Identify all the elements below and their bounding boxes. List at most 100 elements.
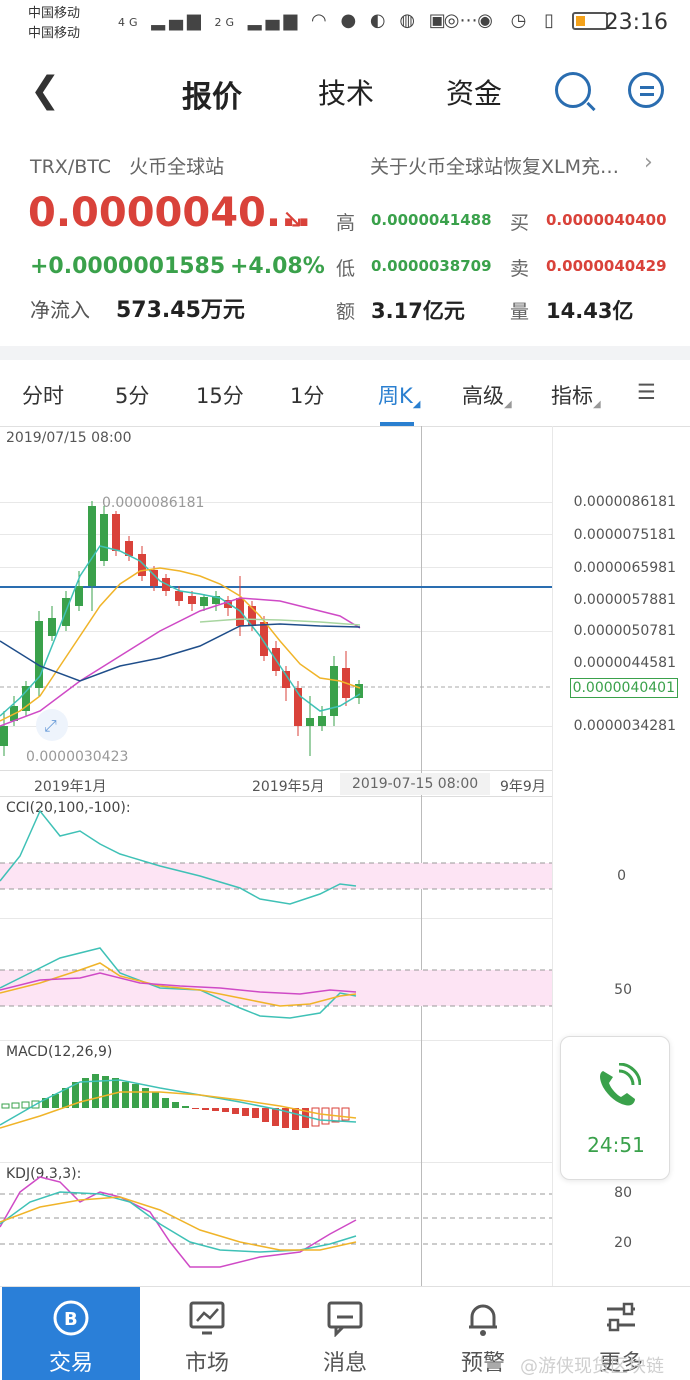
sell-value: 0.0000040429: [546, 257, 667, 275]
crosshair-x-label: 2019-07-15 08:00: [340, 773, 491, 795]
kdj-title: KDJ(9,3,3):: [6, 1166, 82, 1182]
candle: [294, 688, 302, 726]
period-tab[interactable]: 分时: [22, 384, 64, 408]
net-inflow-label: 净流入: [30, 298, 90, 322]
net-inflow-value: 573.45万元: [116, 298, 245, 323]
candle: [200, 597, 208, 606]
period-tab-weekly[interactable]: 周K◢: [378, 384, 421, 410]
macd-bar: [142, 1088, 149, 1108]
high-annotation: 0.0000086181: [102, 495, 205, 511]
x-axis-label: 2019年1月: [34, 779, 107, 795]
y-axis-label: 0.0000086181: [573, 494, 676, 510]
change-pct: +4.08%: [230, 254, 325, 279]
kline-chart[interactable]: ⤢: [0, 426, 552, 1286]
y-axis-label: 0.0000065981: [573, 560, 676, 576]
macd-bar: [302, 1108, 309, 1128]
phone-icon: [600, 1063, 641, 1106]
macd-bar: [182, 1106, 189, 1108]
arrow-down-right-icon: ↘: [282, 204, 304, 234]
tab-capital[interactable]: 资金: [446, 77, 503, 110]
candle: [48, 618, 56, 636]
macd-bar: [341, 1107, 350, 1121]
macd-bar: [82, 1078, 89, 1108]
period-tab-indicator[interactable]: 指标◢: [551, 384, 601, 410]
macd-bar: [21, 1101, 30, 1109]
period-tab[interactable]: 15分: [196, 384, 244, 408]
macd-bar: [52, 1094, 59, 1108]
macd-bar: [321, 1107, 330, 1125]
watermark: @游侠现货区块链: [520, 1356, 664, 1377]
period-tab-advanced[interactable]: 高级◢: [462, 384, 512, 410]
candle: [212, 596, 220, 604]
macd-bar: [222, 1108, 229, 1112]
chevron-right-icon[interactable]: ›: [644, 150, 653, 175]
chart-settings-icon[interactable]: ☰: [637, 380, 656, 404]
x-axis-label: 9年9月: [500, 779, 546, 795]
macd-bar: [162, 1098, 169, 1108]
macd-bar: [252, 1108, 259, 1118]
macd-bar: [212, 1108, 219, 1111]
macd-bar: [292, 1108, 299, 1130]
nav-messages[interactable]: 消息: [276, 1287, 414, 1380]
nav-alerts[interactable]: 预警: [414, 1287, 552, 1380]
settings-icon: [607, 1302, 635, 1332]
macd-bar: [202, 1108, 209, 1110]
macd-bar: [42, 1098, 49, 1108]
macd-bar: [31, 1100, 40, 1109]
tab-technical[interactable]: 技术: [318, 77, 375, 110]
bitcoin-icon: B: [53, 1300, 89, 1336]
buy-label: 买: [510, 212, 530, 234]
news-link[interactable]: 关于火币全球站恢复XLM充…: [370, 156, 619, 178]
high-label: 高: [336, 212, 356, 234]
y-axis-label: 0.0000044581: [573, 655, 676, 671]
cci-chart: [0, 809, 552, 905]
low-label: 低: [336, 258, 356, 280]
candle: [88, 506, 96, 586]
macd-bar: [152, 1092, 159, 1108]
active-tab-indicator: [380, 422, 414, 426]
macd-bar: [102, 1076, 109, 1108]
candle: [75, 586, 83, 606]
macd-bar: [282, 1108, 289, 1128]
candle: [282, 671, 290, 688]
back-icon[interactable]: ❮: [30, 70, 61, 111]
candle: [355, 684, 363, 698]
macd-bar: [92, 1074, 99, 1108]
low-value: 0.0000038709: [371, 257, 492, 275]
search-icon[interactable]: [555, 72, 596, 112]
nav-more[interactable]: 更多: [552, 1287, 690, 1380]
macd-bar: [72, 1082, 79, 1108]
cci-axis-label: 0: [617, 868, 626, 884]
macd-bar: [11, 1102, 20, 1109]
macd-chart: [0, 1074, 357, 1130]
menu-icon[interactable]: [628, 72, 664, 108]
call-widget[interactable]: 24:51: [560, 1036, 670, 1180]
macd-bar: [1, 1103, 10, 1109]
tab-quote[interactable]: 报价: [182, 80, 242, 115]
message-icon: [327, 1301, 363, 1337]
period-tab[interactable]: 5分: [115, 384, 150, 408]
nav-trade[interactable]: B 交易: [2, 1287, 140, 1380]
period-tab[interactable]: 1分: [290, 384, 325, 408]
sell-label: 卖: [510, 258, 530, 280]
candle: [248, 606, 256, 626]
candle: [318, 716, 326, 726]
macd-bar: [122, 1082, 129, 1108]
nav-market[interactable]: 市场: [138, 1287, 276, 1380]
candle: [260, 622, 268, 656]
buy-value: 0.0000040400: [546, 211, 667, 229]
chart-monitor-icon: [189, 1301, 225, 1335]
high-value: 0.0000041488: [371, 211, 492, 229]
macd-bar: [62, 1088, 69, 1108]
kdj-axis-high: 80: [614, 1185, 632, 1201]
candle: [188, 596, 196, 604]
y-axis-label: 0.0000057881: [573, 592, 676, 608]
macd-bar: [132, 1084, 139, 1108]
svg-text:⤢: ⤢: [44, 716, 57, 735]
macd-bar: [262, 1108, 269, 1122]
macd-bar: [242, 1108, 249, 1116]
candle: [0, 726, 8, 746]
status-carrier: 中国移动 中国移动: [28, 6, 81, 41]
volume-value: 14.43亿: [546, 299, 634, 323]
current-price-label: 0.0000040401: [569, 678, 678, 698]
